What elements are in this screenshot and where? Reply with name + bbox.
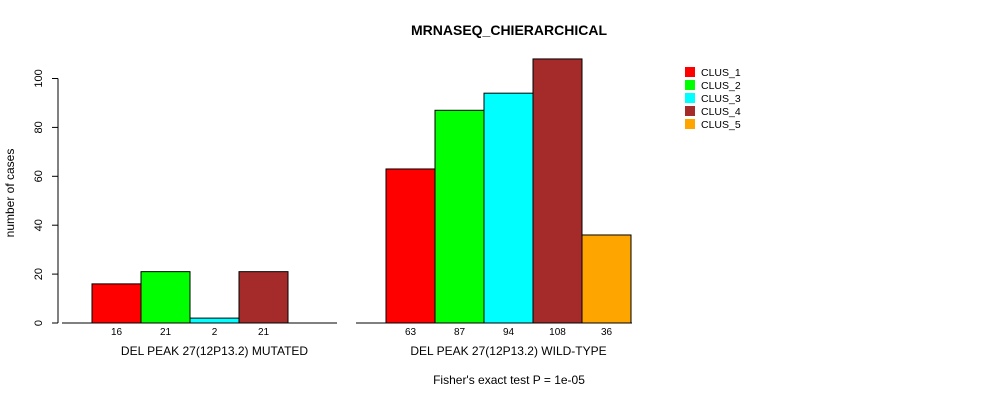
bar-clus-2-group-2 [434, 109, 485, 324]
bar-count-label: 94 [503, 327, 515, 338]
fisher-test-annotation: Fisher's exact test P = 1e-05 [433, 373, 585, 387]
y-tick-label: 60 [33, 170, 45, 182]
y-tick-label: 40 [33, 219, 45, 231]
bar-count-label: 87 [454, 327, 466, 338]
legend-swatch-clus-3 [685, 93, 695, 103]
group-labels: DEL PEAK 27(12P13.2) MUTATED DEL PEAK 27(… [121, 344, 607, 358]
legend-swatch-clus-2 [685, 80, 695, 90]
y-tick-label: 0 [33, 320, 45, 326]
y-axis: 0 20 40 60 80 100 [33, 69, 59, 326]
legend-label-clus-5: CLUS_5 [701, 119, 741, 131]
bar-clus-4-group-1 [238, 271, 289, 324]
chart-title: MRNASEQ_CHIERARCHICAL [411, 22, 607, 38]
bar-count-label: 108 [549, 327, 566, 338]
legend-label-clus-1: CLUS_1 [701, 67, 741, 79]
legend-label-clus-2: CLUS_2 [701, 80, 741, 92]
bar-count-label: 16 [111, 327, 123, 338]
bar-clus-2-group-1 [140, 271, 191, 324]
bar-clus-1-group-2 [385, 168, 436, 324]
legend-label-clus-3: CLUS_3 [701, 93, 741, 105]
bar-count-label: 21 [258, 327, 270, 338]
y-axis-label: number of cases [3, 149, 17, 238]
legend-swatch-clus-5 [685, 119, 695, 129]
legend-swatch-clus-4 [685, 106, 695, 116]
legend-label-clus-4: CLUS_4 [701, 106, 741, 118]
count-labels: 16 21 2 21 63 87 94 108 36 [111, 327, 613, 338]
bar-clus-3-group-1 [189, 317, 240, 324]
bar-count-label: 36 [601, 327, 613, 338]
bar-count-label: 2 [212, 327, 218, 338]
bars [91, 58, 632, 324]
y-tick-label: 20 [33, 268, 45, 280]
y-tick-label: 100 [33, 69, 45, 87]
group-label-1: DEL PEAK 27(12P13.2) MUTATED [121, 344, 309, 358]
legend-swatch-clus-1 [685, 67, 695, 77]
bar-count-label: 21 [160, 327, 172, 338]
bar-clus-4-group-2 [532, 58, 583, 324]
y-tick-label: 80 [33, 121, 45, 133]
bar-clus-5-group-2 [581, 234, 632, 324]
bar-clus-3-group-2 [483, 92, 534, 324]
group-label-2: DEL PEAK 27(12P13.2) WILD-TYPE [410, 344, 606, 358]
bar-count-label: 63 [405, 327, 417, 338]
bar-clus-1-group-1 [91, 283, 142, 324]
